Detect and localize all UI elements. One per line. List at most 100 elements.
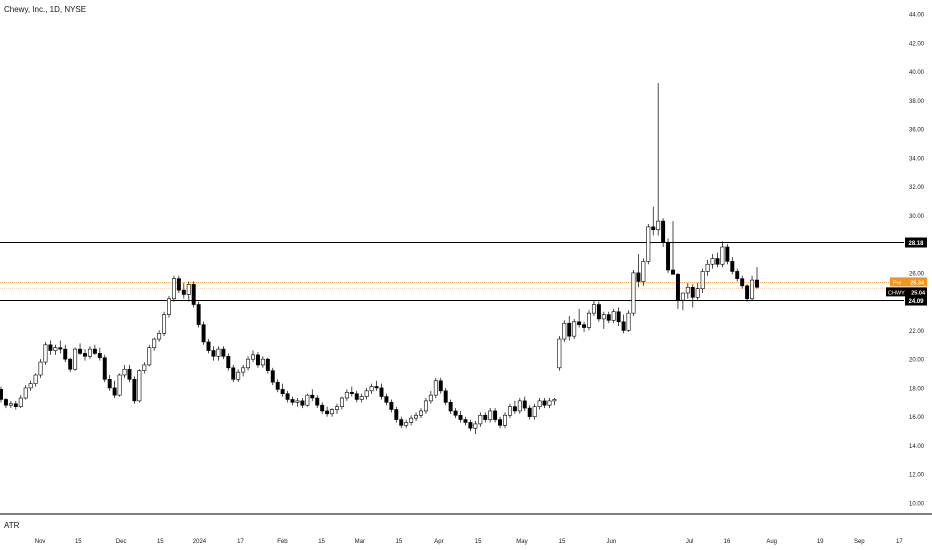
candle[interactable] bbox=[28, 380, 33, 391]
candle[interactable] bbox=[8, 400, 13, 409]
candle[interactable] bbox=[206, 339, 211, 354]
candle[interactable] bbox=[290, 396, 295, 406]
candle[interactable] bbox=[246, 356, 251, 371]
candle[interactable] bbox=[112, 380, 117, 399]
candle[interactable] bbox=[666, 238, 671, 273]
candle[interactable] bbox=[305, 393, 310, 407]
price-axis[interactable]: 10.0012.0014.0016.0018.0020.0022.0024.00… bbox=[909, 13, 925, 508]
candle[interactable] bbox=[478, 412, 483, 427]
candle[interactable] bbox=[196, 301, 201, 328]
candle[interactable] bbox=[260, 356, 265, 368]
candle[interactable] bbox=[102, 354, 107, 383]
candle[interactable] bbox=[285, 390, 290, 403]
candle[interactable] bbox=[97, 347, 102, 361]
candle[interactable] bbox=[211, 346, 216, 361]
candle[interactable] bbox=[671, 221, 675, 275]
candle[interactable] bbox=[710, 254, 715, 269]
candle[interactable] bbox=[162, 311, 167, 337]
candle[interactable] bbox=[498, 416, 503, 429]
candle[interactable] bbox=[137, 369, 142, 403]
candle[interactable] bbox=[735, 268, 740, 282]
candle[interactable] bbox=[23, 385, 28, 400]
candle[interactable] bbox=[122, 364, 127, 378]
candle[interactable] bbox=[725, 244, 730, 265]
candle[interactable] bbox=[493, 408, 498, 423]
candle[interactable] bbox=[661, 218, 666, 247]
candle[interactable] bbox=[3, 398, 8, 409]
candle[interactable] bbox=[92, 344, 97, 355]
candle[interactable] bbox=[512, 400, 517, 414]
candle[interactable] bbox=[651, 206, 656, 236]
candle[interactable] bbox=[577, 308, 582, 328]
candle[interactable] bbox=[280, 383, 285, 397]
candle[interactable] bbox=[567, 316, 572, 341]
candle[interactable] bbox=[438, 377, 443, 394]
candle[interactable] bbox=[419, 408, 423, 419]
candle[interactable] bbox=[265, 357, 270, 374]
candle[interactable] bbox=[320, 402, 325, 414]
candle[interactable] bbox=[656, 83, 661, 236]
candle[interactable] bbox=[621, 314, 626, 334]
candle[interactable] bbox=[750, 275, 755, 301]
candle[interactable] bbox=[705, 259, 710, 276]
candle[interactable] bbox=[448, 399, 453, 414]
candle[interactable] bbox=[468, 419, 473, 432]
candle[interactable] bbox=[221, 346, 226, 360]
candle[interactable] bbox=[414, 412, 419, 422]
candle[interactable] bbox=[157, 330, 162, 342]
candle[interactable] bbox=[428, 390, 433, 404]
candle[interactable] bbox=[48, 340, 53, 355]
candle[interactable] bbox=[463, 416, 468, 426]
candle[interactable] bbox=[176, 275, 181, 294]
candle[interactable] bbox=[251, 350, 255, 363]
candle[interactable] bbox=[0, 386, 3, 403]
candle[interactable] bbox=[720, 241, 725, 268]
candle[interactable] bbox=[201, 321, 206, 345]
candle[interactable] bbox=[315, 395, 320, 409]
candle[interactable] bbox=[275, 379, 280, 393]
candle[interactable] bbox=[171, 275, 176, 302]
candle[interactable] bbox=[537, 398, 542, 410]
candle[interactable] bbox=[690, 284, 695, 308]
candle[interactable] bbox=[53, 344, 58, 355]
candle[interactable] bbox=[117, 373, 122, 397]
candle[interactable] bbox=[527, 405, 532, 420]
candle[interactable] bbox=[596, 301, 601, 322]
candle[interactable] bbox=[142, 362, 147, 374]
candle[interactable] bbox=[339, 396, 344, 410]
candle[interactable] bbox=[562, 320, 567, 342]
candle[interactable] bbox=[591, 300, 596, 317]
candle[interactable] bbox=[73, 347, 78, 371]
candle[interactable] bbox=[33, 373, 38, 387]
candle[interactable] bbox=[740, 275, 745, 289]
candle[interactable] bbox=[354, 390, 359, 403]
candle[interactable] bbox=[152, 337, 157, 351]
candle[interactable] bbox=[384, 393, 389, 406]
candle[interactable] bbox=[310, 389, 315, 401]
candle[interactable] bbox=[572, 318, 577, 340]
candle[interactable] bbox=[611, 308, 616, 324]
candle[interactable] bbox=[107, 374, 112, 391]
candle[interactable] bbox=[389, 399, 394, 413]
candle[interactable] bbox=[364, 387, 369, 400]
candle[interactable] bbox=[127, 364, 132, 383]
candle[interactable] bbox=[695, 282, 700, 301]
candle[interactable] bbox=[587, 310, 591, 331]
horizontal-levels[interactable] bbox=[0, 242, 904, 301]
candle[interactable] bbox=[616, 307, 621, 327]
candle[interactable] bbox=[646, 223, 651, 265]
candle[interactable] bbox=[606, 311, 611, 324]
candle[interactable] bbox=[542, 398, 547, 409]
candle[interactable] bbox=[78, 343, 83, 355]
candle[interactable] bbox=[167, 295, 171, 318]
candle[interactable] bbox=[226, 353, 231, 371]
candle[interactable] bbox=[675, 272, 680, 309]
candle[interactable] bbox=[399, 416, 404, 429]
candle[interactable] bbox=[488, 408, 493, 423]
candle[interactable] bbox=[325, 406, 330, 417]
candle[interactable] bbox=[191, 281, 196, 308]
candle[interactable] bbox=[532, 403, 537, 420]
candle[interactable] bbox=[507, 403, 512, 419]
candle[interactable] bbox=[700, 268, 705, 294]
candle[interactable] bbox=[374, 380, 379, 391]
